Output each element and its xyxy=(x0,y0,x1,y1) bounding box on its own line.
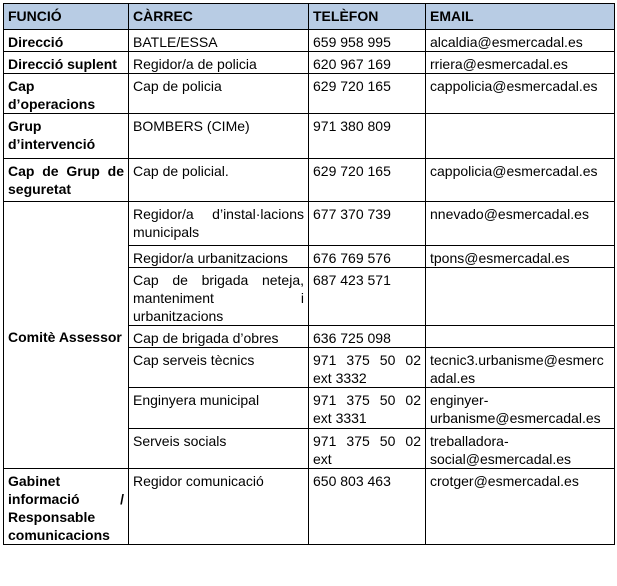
email-cell: tecnic3.urbanisme@esmercadal.es xyxy=(425,347,615,388)
email-cell: cappolicia@esmercadal.es xyxy=(425,158,615,202)
email-cell xyxy=(425,267,615,326)
carrec-cell: Cap de brigada d’obres xyxy=(128,325,309,348)
telefon-cell: 659 958 995 xyxy=(308,29,426,52)
header-carrec: CÀRREC xyxy=(128,3,309,30)
telefon-cell: 676 769 576 xyxy=(308,245,426,268)
email-cell xyxy=(425,325,615,348)
telefon-cell: 620 967 169 xyxy=(308,51,426,74)
funcio-cell: Direcció suplent xyxy=(3,51,129,74)
header-row: FUNCIÓ CÀRREC TELÈFON EMAIL xyxy=(3,3,615,30)
table-row: Cap d’operacions Cap de policia 629 720 16… xyxy=(3,73,615,114)
table-row: Enginyera municipal 971 375 50 02 ext 333… xyxy=(4,387,615,429)
telefon-cell: 636 725 098 xyxy=(308,325,426,348)
carrec-cell: Serveis socials xyxy=(128,428,309,469)
email-cell: enginyer-urbanisme@esmercadal.es xyxy=(425,387,615,429)
telefon-cell: 677 370 739 xyxy=(308,201,426,246)
carrec-cell: Cap de policia xyxy=(128,73,309,114)
table-row: Comitè Assessor Regidor/a d’instal·lacion… xyxy=(3,201,615,469)
email-cell: treballadora-social@esmercadal.es xyxy=(425,428,615,469)
funcio-cell: Cap de Grup de seguretat xyxy=(3,158,129,202)
carrec-cell: Cap de policial. xyxy=(128,158,309,202)
telefon-cell: 650 803 463 xyxy=(308,468,426,545)
email-cell: rriera@esmercadal.es xyxy=(425,51,615,74)
funcio-cell: Cap d’operacions xyxy=(3,73,129,114)
table-row: Gabinet informació / Responsable comunic… xyxy=(3,468,615,545)
contacts-table: FUNCIÓ CÀRREC TELÈFON EMAIL Direcció BATL… xyxy=(3,3,615,545)
telefon-cell: 629 720 165 xyxy=(308,73,426,114)
header-funcio: FUNCIÓ xyxy=(3,3,129,30)
telefon-cell: 971 380 809 xyxy=(308,113,426,159)
email-cell: crotger@esmercadal.es xyxy=(425,468,615,545)
table-row: Cap de Grup de seguretat Cap de policial.… xyxy=(3,158,615,202)
carrec-cell: Regidor/a d’instal·lacions municipals xyxy=(128,201,309,246)
carrec-cell: BATLE/ESSA xyxy=(128,29,309,52)
carrec-cell: Enginyera municipal xyxy=(128,387,309,429)
telefon-cell: 971 375 50 02 ext 3332 xyxy=(308,347,426,388)
funcio-cell: Comitè Assessor xyxy=(3,201,129,469)
header-email: EMAIL xyxy=(425,3,615,30)
telefon-cell: 971 375 50 02 ext 3331 xyxy=(308,387,426,429)
carrec-cell: Regidor comunicació xyxy=(128,468,309,545)
table-row: Cap de brigada neteja, manteniment i urb… xyxy=(4,267,615,326)
email-cell: alcaldia@esmercadal.es xyxy=(425,29,615,52)
telefon-cell: 629 720 165 xyxy=(308,158,426,202)
table-row: Direcció suplent Regidor/a de policia 620 … xyxy=(3,51,615,74)
telefon-cell: 971 375 50 02 ext xyxy=(308,428,426,469)
table-row: Grup d’intervenció BOMBERS (CIMe) 971 380 … xyxy=(3,113,615,159)
funcio-cell: Gabinet informació / Responsable comunic… xyxy=(3,468,129,545)
email-cell: tpons@esmercadal.es xyxy=(425,245,615,268)
table-row: Cap de brigada d’obres 636 725 098 xyxy=(4,325,615,348)
funcio-cell: Grup d’intervenció xyxy=(3,113,129,159)
carrec-cell: Cap serveis tècnics xyxy=(128,347,309,388)
telefon-cell: 687 423 571 xyxy=(308,267,426,326)
carrec-cell: Regidor/a urbanitzacions xyxy=(128,245,309,268)
funcio-cell: Direcció xyxy=(3,29,129,52)
table-row: Direcció BATLE/ESSA 659 958 995 alcaldia@es… xyxy=(3,29,615,52)
email-cell: nnevado@esmercadal.es xyxy=(425,201,615,246)
email-cell xyxy=(425,113,615,159)
carrec-cell: Regidor/a de policia xyxy=(128,51,309,74)
carrec-cell: BOMBERS (CIMe) xyxy=(128,113,309,159)
email-cell: cappolicia@esmercadal.es xyxy=(425,73,615,114)
header-telefon: TELÈFON xyxy=(308,3,426,30)
carrec-cell: Cap de brigada neteja, manteniment i urb… xyxy=(128,267,309,326)
